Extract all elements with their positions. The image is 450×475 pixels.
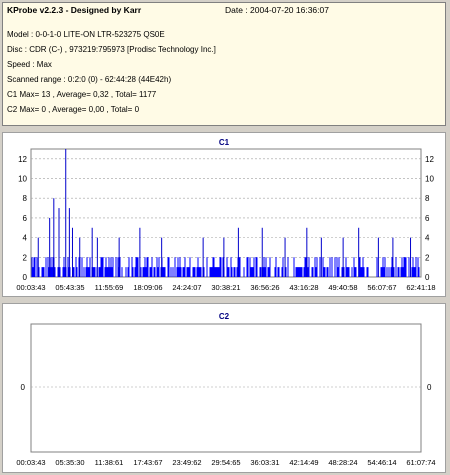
drive-model: Model : 0-0-1-0 LITE-ON LTR-523275 QS0E bbox=[7, 30, 165, 39]
c2-xtick: 05:35:30 bbox=[55, 458, 84, 467]
c1-ytick-right: 2 bbox=[425, 253, 430, 262]
c1-ytick-right: 6 bbox=[425, 214, 430, 223]
c2-xtick: 42:14:49 bbox=[289, 458, 318, 467]
c2-summary: C2 Max= 0 , Average= 0,00 , Total= 0 bbox=[7, 105, 140, 114]
c1-xtick: 11:55:69 bbox=[95, 283, 124, 292]
c1-chart-title: C1 bbox=[218, 138, 230, 147]
c1-ytick-right: 8 bbox=[425, 194, 430, 203]
c1-xtick: 36:56:26 bbox=[250, 283, 279, 292]
c1-ytick-left: 6 bbox=[23, 214, 28, 223]
c1-xtick: 24:24:07 bbox=[172, 283, 201, 292]
c1-summary: C1 Max= 13 , Average= 0,32 , Total= 1177 bbox=[7, 90, 157, 99]
c1-ytick-left: 12 bbox=[18, 155, 27, 164]
c2-xtick: 36:03:31 bbox=[250, 458, 279, 467]
c1-xtick: 56:07:67 bbox=[367, 283, 396, 292]
c1-xtick: 30:38:21 bbox=[211, 283, 240, 292]
c2-ytick-left: 0 bbox=[21, 383, 26, 392]
c1-xtick: 18:09:06 bbox=[133, 283, 162, 292]
scan-date: Date : 2004-07-20 16:36:07 bbox=[225, 5, 329, 15]
c1-xtick: 00:03:43 bbox=[16, 283, 45, 292]
app-title: KProbe v2.2.3 - Designed by Karr bbox=[7, 5, 142, 15]
disc-info: Disc : CDR (C-) , 973219:795973 [Prodisc… bbox=[7, 45, 216, 54]
info-panel: KProbe v2.2.3 - Designed by Karr Date : … bbox=[2, 2, 446, 126]
c2-xtick: 23:49:62 bbox=[172, 458, 201, 467]
scanned-range: Scanned range : 0:2:0 (0) - 62:44:28 (44… bbox=[7, 75, 172, 84]
c1-ytick-right: 12 bbox=[425, 155, 434, 164]
c1-ytick-left: 8 bbox=[23, 194, 28, 203]
c1-chart-panel: C1 0 0 2 2 4 4 6 6 8 8 10 10 12 12 00:03:43 05:43:35 11:… bbox=[2, 132, 446, 297]
c2-xtick: 48:28:24 bbox=[328, 458, 357, 467]
c2-xtick: 17:43:67 bbox=[133, 458, 162, 467]
c1-ytick-left: 10 bbox=[18, 175, 27, 184]
c2-plot-area bbox=[30, 323, 422, 453]
c1-xtick: 49:40:58 bbox=[328, 283, 357, 292]
c2-ytick-right: 0 bbox=[427, 383, 432, 392]
c1-chart: 0 0 2 2 4 4 6 6 8 8 10 10 12 12 00:03:43 05:43:35 11:55:… bbox=[16, 148, 436, 292]
c2-xtick: 11:38:61 bbox=[95, 458, 124, 467]
c2-chart-title: C2 bbox=[218, 312, 230, 321]
scan-speed: Speed : Max bbox=[7, 60, 52, 69]
c1-plot-area bbox=[30, 148, 422, 278]
c1-ytick-right: 10 bbox=[425, 175, 434, 184]
c2-chart: 0 0 00:03:43 05:35:30 11:38:61 17:43:67 23:49:… bbox=[16, 323, 436, 467]
c1-xtick: 05:43:35 bbox=[55, 283, 84, 292]
c1-ytick-left: 0 bbox=[23, 273, 28, 282]
c1-ytick-right: 4 bbox=[425, 234, 430, 243]
c1-ytick-right: 0 bbox=[425, 273, 430, 282]
c2-chart-panel: C2 0 0 00:03:43 05:35:30 11:38:61 17:43:67 23:… bbox=[2, 303, 446, 473]
c2-xtick: 29:54:65 bbox=[211, 458, 240, 467]
c1-ytick-left: 2 bbox=[23, 253, 28, 262]
c1-xtick: 43:16:28 bbox=[289, 283, 318, 292]
c2-xtick: 00:03:43 bbox=[16, 458, 45, 467]
c2-xtick: 61:07:74 bbox=[406, 458, 435, 467]
c1-ytick-left: 4 bbox=[23, 234, 28, 243]
c2-xtick: 54:46:14 bbox=[367, 458, 396, 467]
c1-xtick: 62:41:18 bbox=[406, 283, 435, 292]
